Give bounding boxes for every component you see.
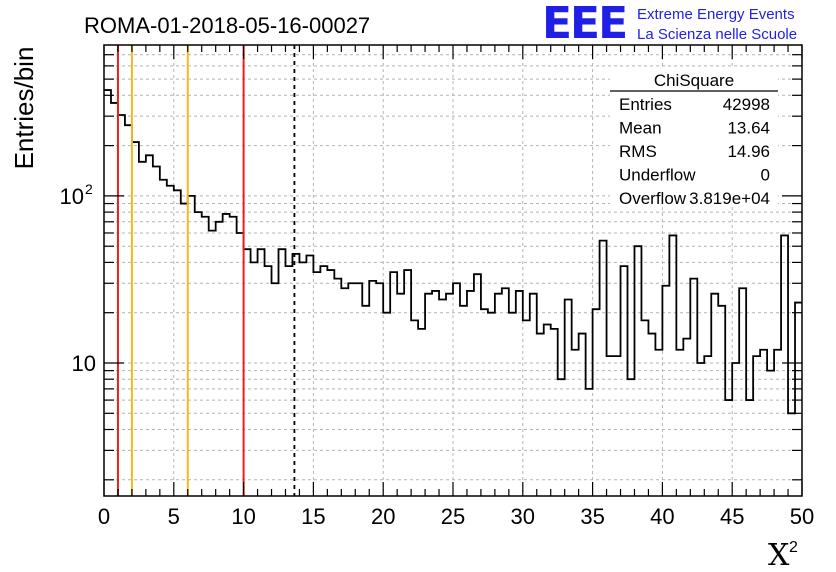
stats-row-label: Mean xyxy=(619,119,662,138)
x-tick-label: 50 xyxy=(790,504,814,529)
histogram-bars xyxy=(104,89,802,415)
y-axis-label: Entries/bin xyxy=(9,47,39,170)
x-axis-label-sup: 2 xyxy=(789,539,798,556)
stats-row-label: Underflow xyxy=(619,166,696,185)
x-axis-label: X 2 xyxy=(768,538,798,572)
x-tick-label: 25 xyxy=(441,504,465,529)
eee-logo-text: EEE xyxy=(542,0,626,49)
x-axis-label-main: X xyxy=(768,538,790,572)
x-tick-label: 45 xyxy=(720,504,744,529)
x-tick-label: 0 xyxy=(98,504,110,529)
x-tick-label: 10 xyxy=(231,504,255,529)
x-tick-label: 35 xyxy=(580,504,604,529)
reference-lines xyxy=(116,45,296,496)
y-tick-label: 10 xyxy=(72,351,96,376)
x-tick-label: 40 xyxy=(650,504,674,529)
x-axis-ticks: 0 5 10 15 20 25 30 35 40 45 50 xyxy=(98,45,814,529)
eee-logo-line2: La Scienza nelle Scuole xyxy=(637,26,797,43)
stats-row-value: 14.96 xyxy=(727,142,770,161)
stats-row-value: 13.64 xyxy=(727,119,770,138)
stats-row-label: RMS xyxy=(619,142,657,161)
stats-row-value: 0 xyxy=(761,166,770,185)
x-tick-label: 30 xyxy=(511,504,535,529)
stats-row-label: Entries xyxy=(619,95,672,114)
x-tick-label: 20 xyxy=(371,504,395,529)
stats-row-value: 42998 xyxy=(723,95,770,114)
stats-box: ChiSquare Entries 42998 Mean 13.64 RMS 14.96 U… xyxy=(610,68,778,208)
eee-logo: EEE Extreme Energy Events La Scienza nel… xyxy=(542,0,797,49)
y-tick-label-exponent: 2 xyxy=(85,181,93,197)
x-tick-label: 15 xyxy=(301,504,325,529)
stats-row-label: Overflow xyxy=(619,189,687,208)
eee-logo-line1: Extreme Energy Events xyxy=(637,6,795,23)
stats-box-title: ChiSquare xyxy=(654,71,734,90)
chart-title: ROMA-01-2018-05-16-00027 xyxy=(84,13,370,38)
stats-box-rows: Entries 42998 Mean 13.64 RMS 14.96 Underflow 0 O… xyxy=(619,95,770,208)
histogram-step-line xyxy=(104,89,802,415)
y-tick-label: 10 xyxy=(60,184,84,209)
x-tick-label: 5 xyxy=(168,504,180,529)
grid-lines xyxy=(104,45,802,496)
stats-row-value: 3.819e+04 xyxy=(689,189,770,208)
